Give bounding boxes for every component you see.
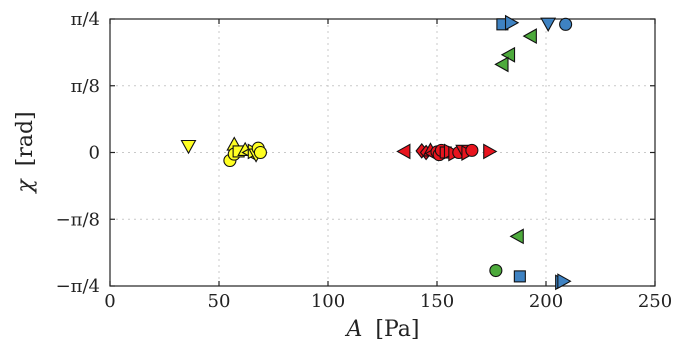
data-point-triangle-down — [540, 17, 557, 32]
data-point-triangle-left — [396, 143, 411, 160]
data-point-triangle-right — [557, 273, 572, 290]
data-point-triangle-down — [180, 139, 197, 155]
data-point-triangle-right — [483, 143, 498, 160]
x-axis-label: A [Pa] — [345, 317, 420, 342]
y-axis-unit: [rad] — [13, 111, 38, 166]
data-point-triangle-right — [504, 14, 520, 31]
y-tick-label: −π/8 — [56, 209, 100, 230]
y-tick-label: π/8 — [71, 76, 100, 97]
x-tick-label: 200 — [529, 291, 563, 312]
data-point-circle — [253, 145, 267, 160]
x-tick-label: 250 — [638, 291, 672, 312]
y-tick-label: π/4 — [71, 9, 100, 30]
data-markers — [180, 14, 573, 291]
x-axis-unit: [Pa] — [375, 317, 419, 342]
grid-lines — [110, 19, 655, 286]
x-tick-label: 50 — [208, 291, 231, 312]
y-axis-label: χ [rad] — [13, 111, 38, 194]
x-axis-variable: A — [345, 317, 363, 342]
data-point-circle — [489, 263, 503, 278]
x-tick-label: 150 — [420, 291, 454, 312]
y-tick-label: 0 — [89, 143, 100, 164]
data-point-triangle-left — [494, 56, 509, 73]
y-tick-label: −π/4 — [56, 276, 100, 297]
y-axis-variable: χ — [13, 178, 38, 195]
data-point-circle — [559, 17, 573, 31]
data-point-circle — [465, 143, 479, 157]
x-tick-label: 100 — [311, 291, 345, 312]
x-tick-label: 0 — [104, 291, 115, 312]
data-point-triangle-left — [522, 28, 537, 45]
data-point-square — [513, 270, 526, 283]
axis-ticks: 0 50 100 150 200 250 −π/4 −π/8 0 π/8 π/4 — [56, 9, 673, 312]
data-point-triangle-left — [509, 228, 524, 245]
